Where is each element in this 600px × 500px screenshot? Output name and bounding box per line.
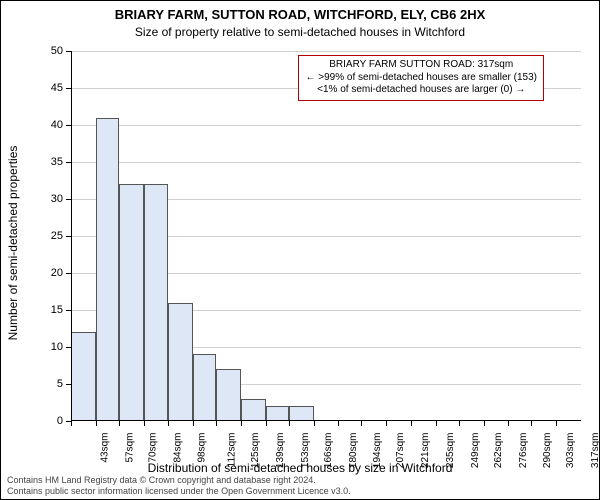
ytick-mark [66, 162, 71, 163]
y-axis-label: Number of semi-detached properties [6, 146, 20, 341]
footer-attribution: Contains HM Land Registry data © Crown c… [7, 475, 593, 497]
footer-line2: Contains public sector information licen… [7, 486, 593, 497]
xtick-mark [144, 421, 145, 426]
xtick-mark [484, 421, 485, 426]
plot-area: 43sqm57sqm70sqm84sqm98sqm112sqm125sqm139… [71, 51, 581, 421]
ytick-label: 40 [23, 119, 63, 131]
ytick-label: 15 [23, 304, 63, 316]
ytick-mark [66, 199, 71, 200]
annotation-line1: BRIARY FARM SUTTON ROAD: 317sqm [305, 59, 537, 72]
ytick-label: 5 [23, 378, 63, 390]
ytick-label: 0 [23, 415, 63, 427]
ytick-mark [66, 421, 71, 422]
xtick-mark [436, 421, 437, 426]
xtick-mark [241, 421, 242, 426]
xtick-mark [168, 421, 169, 426]
ytick-mark [66, 310, 71, 311]
plot-border [71, 51, 581, 421]
xtick-mark [556, 421, 557, 426]
xtick-mark [459, 421, 460, 426]
xtick-mark [314, 421, 315, 426]
ytick-mark [66, 273, 71, 274]
chart-title-sub: Size of property relative to semi-detach… [1, 25, 599, 39]
xtick-mark [361, 421, 362, 426]
xtick-mark [531, 421, 532, 426]
xtick-label: 57sqm [124, 433, 135, 463]
xtick-label: 98sqm [197, 433, 208, 463]
xtick-mark [71, 421, 72, 426]
xtick-mark [289, 421, 290, 426]
ytick-label: 20 [23, 267, 63, 279]
ytick-label: 30 [23, 193, 63, 205]
ytick-label: 45 [23, 82, 63, 94]
ytick-label: 25 [23, 230, 63, 242]
xtick-mark [216, 421, 217, 426]
xtick-mark [266, 421, 267, 426]
xtick-mark [386, 421, 387, 426]
ytick-label: 50 [23, 45, 63, 57]
ytick-mark [66, 51, 71, 52]
ytick-mark [66, 384, 71, 385]
xtick-mark [96, 421, 97, 426]
xtick-mark [338, 421, 339, 426]
annotation-line2: ← >99% of semi-detached houses are small… [305, 72, 537, 85]
annotation-box: BRIARY FARM SUTTON ROAD: 317sqm ← >99% o… [298, 55, 544, 101]
xtick-mark [508, 421, 509, 426]
xtick-label: 70sqm [147, 433, 158, 463]
xtick-mark [411, 421, 412, 426]
xtick-label: 84sqm [172, 433, 183, 463]
ytick-label: 10 [23, 341, 63, 353]
xtick-mark [119, 421, 120, 426]
ytick-mark [66, 125, 71, 126]
ytick-mark [66, 347, 71, 348]
chart-title-main: BRIARY FARM, SUTTON ROAD, WITCHFORD, ELY… [1, 7, 599, 22]
xtick-mark [193, 421, 194, 426]
chart-container: BRIARY FARM, SUTTON ROAD, WITCHFORD, ELY… [0, 0, 600, 500]
ytick-mark [66, 236, 71, 237]
ytick-label: 35 [23, 156, 63, 168]
ytick-mark [66, 88, 71, 89]
x-axis-label: Distribution of semi-detached houses by … [1, 461, 599, 475]
xtick-label: 43sqm [100, 433, 111, 463]
footer-line1: Contains HM Land Registry data © Crown c… [7, 475, 593, 486]
annotation-line3: <1% of semi-detached houses are larger (… [305, 84, 537, 97]
